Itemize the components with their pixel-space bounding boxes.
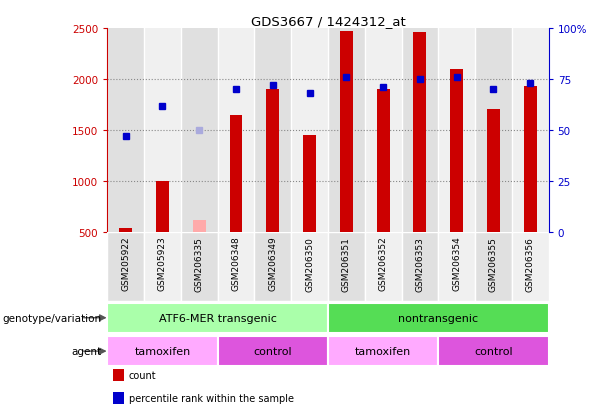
Text: nontransgenic: nontransgenic bbox=[398, 313, 478, 323]
Bar bbox=[303, 136, 316, 233]
Bar bbox=[107, 336, 218, 366]
Text: genotype/variation: genotype/variation bbox=[2, 313, 101, 323]
Text: GSM205922: GSM205922 bbox=[121, 236, 130, 291]
Text: agent: agent bbox=[71, 346, 101, 356]
Bar bbox=[328, 336, 438, 366]
Text: GSM206348: GSM206348 bbox=[232, 236, 240, 291]
Text: GSM206351: GSM206351 bbox=[342, 236, 351, 291]
Bar bbox=[365, 233, 402, 301]
Text: control: control bbox=[474, 346, 513, 356]
Bar bbox=[328, 29, 365, 233]
Text: GSM206356: GSM206356 bbox=[526, 236, 535, 291]
Bar bbox=[438, 29, 475, 233]
Bar bbox=[376, 90, 390, 233]
Text: GSM206350: GSM206350 bbox=[305, 236, 314, 291]
Bar bbox=[291, 233, 328, 301]
Bar bbox=[475, 233, 512, 301]
Bar bbox=[181, 233, 218, 301]
Bar bbox=[218, 29, 254, 233]
Bar bbox=[512, 29, 549, 233]
Bar bbox=[107, 233, 144, 301]
Bar bbox=[365, 29, 402, 233]
Bar bbox=[266, 90, 280, 233]
Bar bbox=[144, 29, 181, 233]
Bar bbox=[475, 29, 512, 233]
Text: tamoxifen: tamoxifen bbox=[134, 346, 191, 356]
Title: GDS3667 / 1424312_at: GDS3667 / 1424312_at bbox=[251, 15, 405, 28]
Text: tamoxifen: tamoxifen bbox=[355, 346, 411, 356]
Bar bbox=[107, 303, 328, 333]
Bar bbox=[414, 33, 427, 233]
Bar bbox=[218, 233, 254, 301]
Bar bbox=[181, 29, 218, 233]
Text: GSM206349: GSM206349 bbox=[268, 236, 277, 291]
Bar bbox=[340, 32, 353, 233]
Text: GSM205923: GSM205923 bbox=[158, 236, 167, 291]
Text: GSM206335: GSM206335 bbox=[195, 236, 204, 291]
Bar bbox=[218, 336, 328, 366]
Bar bbox=[291, 29, 328, 233]
Text: GSM206352: GSM206352 bbox=[379, 236, 387, 291]
Text: GSM206355: GSM206355 bbox=[489, 236, 498, 291]
Bar bbox=[402, 29, 438, 233]
Text: GSM206354: GSM206354 bbox=[452, 236, 461, 291]
Bar bbox=[438, 336, 549, 366]
Bar bbox=[254, 29, 291, 233]
Bar bbox=[229, 116, 243, 233]
Text: GSM206353: GSM206353 bbox=[416, 236, 424, 291]
Bar bbox=[254, 233, 291, 301]
Bar bbox=[512, 233, 549, 301]
Bar bbox=[107, 29, 144, 233]
Bar bbox=[119, 229, 132, 233]
Text: percentile rank within the sample: percentile rank within the sample bbox=[129, 393, 294, 403]
Text: count: count bbox=[129, 370, 156, 380]
Bar bbox=[192, 221, 206, 233]
Bar bbox=[402, 233, 438, 301]
Text: control: control bbox=[253, 346, 292, 356]
Bar bbox=[144, 233, 181, 301]
Bar bbox=[450, 70, 463, 233]
Bar bbox=[524, 87, 537, 233]
Text: ATF6-MER transgenic: ATF6-MER transgenic bbox=[159, 313, 276, 323]
Bar bbox=[438, 233, 475, 301]
Bar bbox=[328, 233, 365, 301]
Bar bbox=[487, 109, 500, 233]
Bar bbox=[156, 181, 169, 233]
Bar bbox=[328, 303, 549, 333]
